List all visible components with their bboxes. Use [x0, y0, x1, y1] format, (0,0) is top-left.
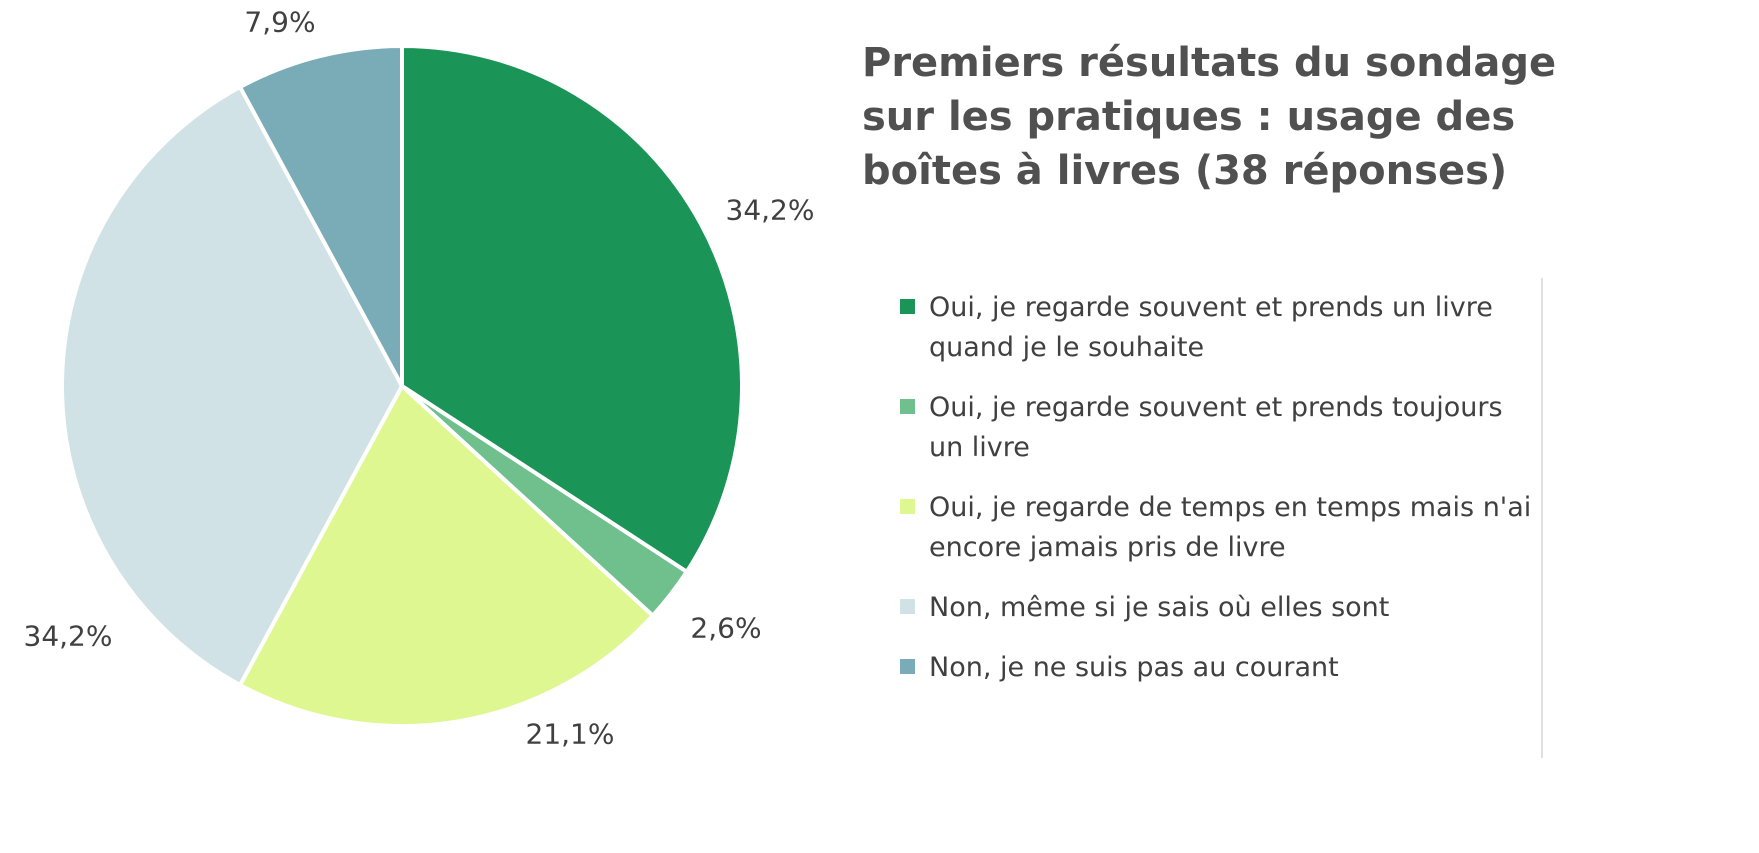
legend-swatch [900, 659, 915, 674]
data-label: 2,6% [690, 612, 761, 645]
legend-swatch [900, 599, 915, 614]
pie-slice [60, 84, 405, 688]
legend-label: Oui, je regarde souvent et prends un liv… [929, 292, 1493, 363]
legend-label: Oui, je regarde de temps en temps mais n… [929, 492, 1532, 563]
legend-item: Non, je ne suis pas au courant [900, 648, 1540, 688]
legend-label: Oui, je regarde souvent et prends toujou… [929, 392, 1503, 463]
legend-swatch [900, 299, 915, 314]
divider [1541, 278, 1543, 758]
pie-slice [237, 43, 404, 387]
legend: Oui, je regarde souvent et prends un liv… [900, 288, 1540, 708]
legend-item: Oui, je regarde souvent et prends un liv… [900, 288, 1540, 368]
chart-title: Premiers résultats du sondage sur les pr… [862, 40, 1557, 194]
data-label: 34,2% [24, 620, 113, 653]
legend-swatch [900, 499, 915, 514]
data-label: 34,2% [726, 194, 815, 227]
data-label: 7,9% [244, 6, 315, 39]
legend-item: Non, même si je sais où elles sont [900, 588, 1540, 628]
legend-label: Non, même si je sais où elles sont [929, 592, 1390, 623]
legend-swatch [900, 399, 915, 414]
data-label: 21,1% [526, 718, 615, 751]
legend-item: Oui, je regarde souvent et prends toujou… [900, 388, 1540, 468]
pie-slice [237, 382, 656, 728]
legend-item: Oui, je regarde de temps en temps mais n… [900, 488, 1540, 568]
legend-label: Non, je ne suis pas au courant [929, 652, 1339, 683]
pie-chart: 34,2% 2,6% 21,1% 34,2% 7,9% [24, 6, 815, 751]
